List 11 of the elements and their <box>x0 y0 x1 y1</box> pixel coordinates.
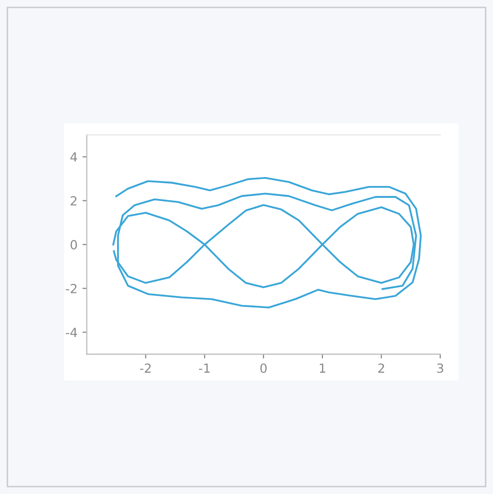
x-tick-label: 2 <box>378 363 384 373</box>
y-tick-label: -2 <box>66 284 76 294</box>
x-tick-label: -2 <box>140 363 151 373</box>
y-tick-label: -4 <box>66 328 78 338</box>
x-tick-label: 3 <box>437 363 444 373</box>
y-tick-label: 2 <box>70 196 76 206</box>
y-tick-label: 0 <box>70 240 77 250</box>
y-tick-label: 4 <box>70 152 78 162</box>
x-tick-label: 1 <box>320 364 326 373</box>
x-tick-label: -1 <box>198 364 210 373</box>
x-tick-label: 0 <box>260 363 267 373</box>
